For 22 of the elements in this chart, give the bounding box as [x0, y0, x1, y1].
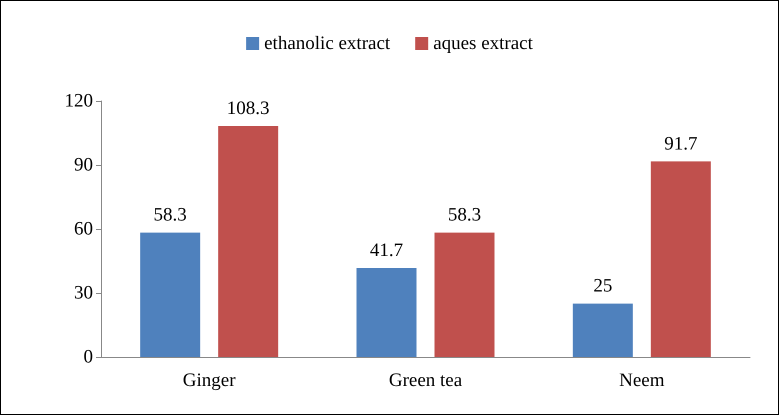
bar [434, 232, 494, 357]
legend-label: aques extract [433, 33, 534, 54]
y-tick-label: 0 [84, 346, 93, 368]
data-label: 91.7 [664, 133, 698, 154]
data-label: 108.3 [226, 98, 270, 119]
legend-label: ethanolic extract [264, 33, 391, 54]
y-tick-label: 60 [74, 218, 93, 240]
bar [140, 232, 200, 357]
data-label: 58.3 [154, 204, 187, 226]
x-tick-label: Neem [619, 370, 665, 391]
y-tick-label: 90 [74, 154, 93, 176]
bar [356, 268, 416, 357]
bar [572, 304, 633, 357]
y-tick-label: 120 [64, 90, 93, 112]
x-tick-label: Green tea [388, 370, 463, 391]
data-label: 58.3 [448, 204, 482, 226]
bar [218, 126, 278, 357]
data-label: 25 [593, 276, 612, 297]
data-label: 41.7 [370, 240, 404, 262]
x-tick-label: Ginger [182, 370, 236, 391]
y-tick-label: 30 [74, 282, 93, 304]
bar [650, 161, 711, 357]
